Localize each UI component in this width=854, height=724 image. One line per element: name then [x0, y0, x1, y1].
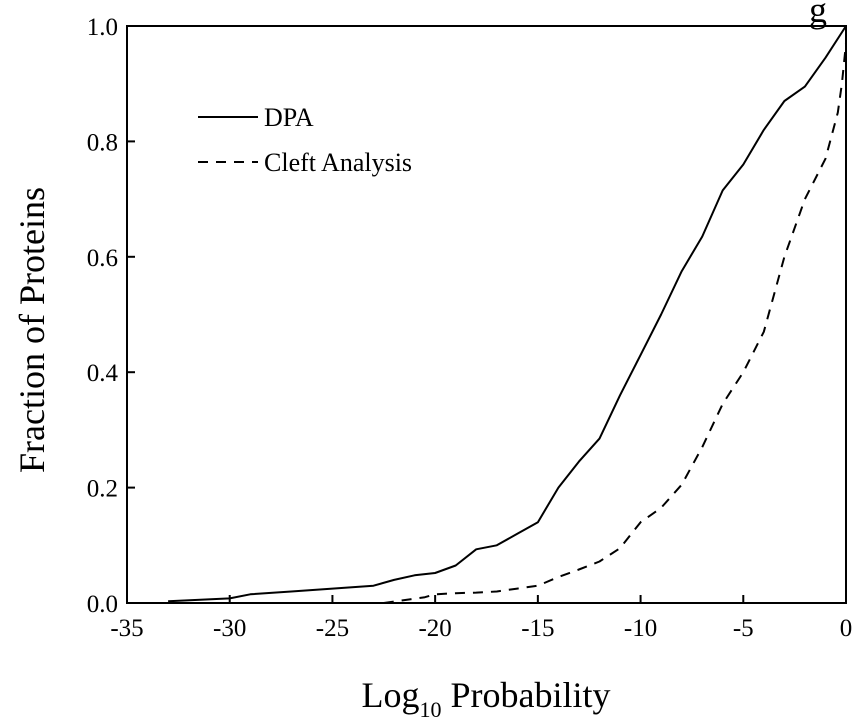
series-layer — [168, 25, 847, 604]
y-axis-title: Fraction of Proteins — [12, 187, 52, 473]
x-axis-title-log: Log — [362, 675, 420, 715]
y-tick-label: 0.0 — [87, 591, 118, 618]
x-tick-label: -30 — [213, 615, 246, 642]
y-tick-label: 0.6 — [87, 245, 118, 272]
legend-label-cleft-analysis: Cleft Analysis — [264, 148, 412, 177]
x-tick-label: 0 — [840, 615, 853, 642]
x-axis-title-probability: Probability — [451, 675, 611, 715]
y-tick-label: 0.2 — [87, 476, 118, 503]
y-tick-label: 0.8 — [87, 129, 118, 156]
chart-title: g — [809, 0, 827, 30]
x-axis-title: Log10 Probability — [362, 675, 611, 722]
legend: DPA Cleft Analysis — [198, 103, 412, 177]
legend-label-dpa: DPA — [264, 103, 314, 132]
x-tick-label: -35 — [110, 615, 143, 642]
x-tick-label: -10 — [624, 615, 657, 642]
y-tick-label: 1.0 — [87, 14, 118, 41]
x-axis-title-subscript: 10 — [420, 697, 442, 722]
axis-ticks: -35 -30 -25 -20 -15 -10 -5 0 0.0 0.2 0.4 0.6 0.8 1.0 — [87, 14, 853, 642]
y-tick-label: 0.4 — [87, 360, 119, 387]
x-tick-label: -20 — [418, 615, 451, 642]
x-tick-label: -25 — [316, 615, 349, 642]
series-line-dpa — [168, 25, 847, 603]
plot-frame — [126, 25, 847, 604]
x-tick-label: -15 — [521, 615, 554, 642]
x-axis-title-suffix — [442, 675, 451, 715]
x-tick-label: -5 — [733, 615, 754, 642]
series-line-cleft-analysis — [383, 43, 847, 604]
